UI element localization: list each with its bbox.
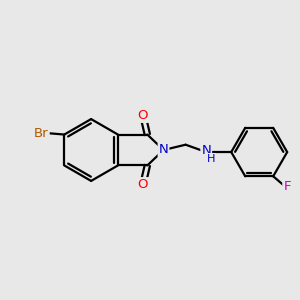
Text: Br: Br — [34, 127, 49, 140]
Text: O: O — [138, 109, 148, 122]
Text: H: H — [207, 154, 216, 164]
Text: F: F — [283, 180, 291, 193]
Text: N: N — [159, 143, 168, 157]
Text: O: O — [138, 178, 148, 191]
Text: N: N — [201, 144, 211, 157]
